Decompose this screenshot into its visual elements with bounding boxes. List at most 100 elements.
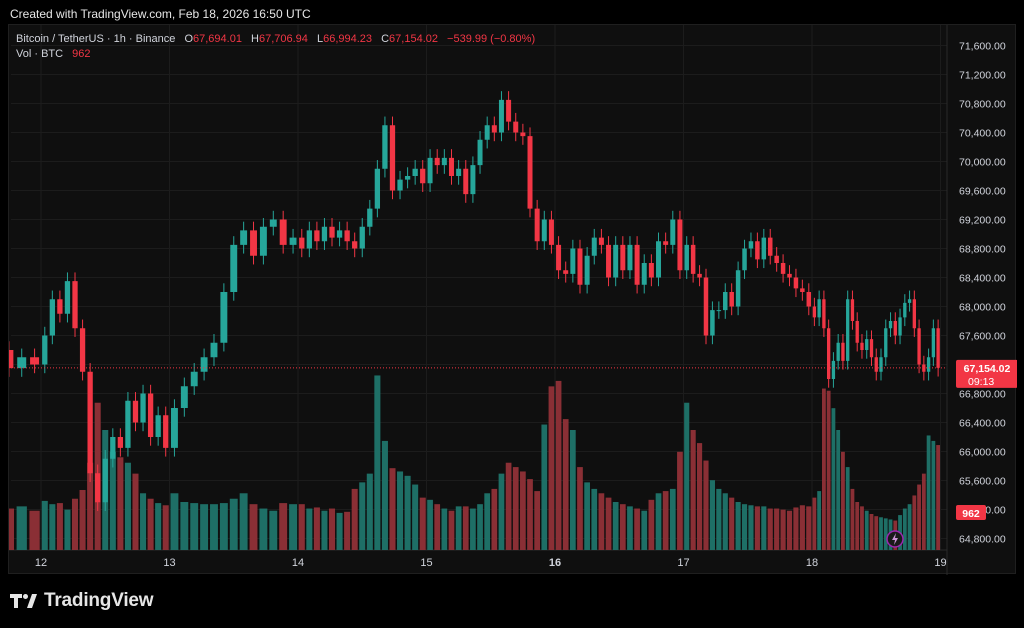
candle [703, 277, 709, 336]
y-tick-label: 66,000.00 [959, 447, 1006, 459]
volume-bar [735, 502, 741, 550]
candle [434, 157, 440, 166]
candle [269, 219, 277, 227]
volume-bar [569, 430, 576, 550]
candle [427, 157, 433, 184]
volume-bar [180, 502, 189, 550]
candle [506, 99, 512, 122]
volume-bar [79, 490, 86, 550]
volume-bar [29, 510, 40, 550]
low-value: 66,994.23 [323, 33, 373, 45]
chart-area[interactable]: 64,800.0065,200.0065,600.0066,000.0066,4… [8, 24, 1017, 575]
candle [102, 458, 108, 503]
volume-bar [462, 506, 469, 550]
candle [200, 357, 208, 372]
volume-bar [926, 435, 931, 550]
candle [787, 273, 792, 278]
candle [477, 139, 483, 166]
x-tick-label: 14 [292, 557, 304, 569]
volume-bar [328, 508, 336, 550]
high-value: 67,706.94 [258, 33, 308, 45]
candle [850, 299, 855, 321]
candle [742, 248, 747, 271]
candle [907, 299, 912, 303]
candle [155, 415, 161, 437]
volume-bar [41, 500, 48, 550]
candle [541, 219, 547, 242]
volume-bar [541, 424, 548, 550]
candle [648, 263, 654, 278]
volume-bar [860, 506, 864, 550]
volume-bar [612, 502, 619, 550]
volume-bar [389, 468, 396, 550]
volume-bar [441, 508, 448, 550]
candle [613, 244, 619, 278]
y-tick-label: 71,200.00 [959, 70, 1006, 82]
current-price-value: 67,154.02 [964, 363, 1011, 375]
candle [321, 226, 328, 242]
candle [230, 244, 238, 292]
volume-bar [412, 484, 419, 550]
y-tick-label: 64,800.00 [959, 534, 1006, 546]
volume-bar [147, 498, 154, 550]
volume-bar [883, 518, 888, 550]
candle [352, 241, 358, 249]
volume-bar [87, 462, 94, 550]
candlestick-chart[interactable]: 64,800.0065,200.0065,600.0066,000.0066,4… [9, 25, 1017, 575]
volume-bar [598, 493, 605, 550]
volume-bar [397, 471, 404, 550]
volume-bar [627, 506, 633, 550]
candle [780, 263, 786, 274]
volume-bar [754, 506, 760, 550]
volume-bar [190, 503, 199, 550]
x-tick-label: 12 [35, 557, 47, 569]
x-tick-label: 17 [677, 557, 689, 569]
candle [125, 400, 131, 448]
volume-bar [869, 514, 874, 550]
volume-bar [577, 467, 583, 550]
candle [140, 393, 146, 423]
volume-bar [548, 386, 555, 550]
candle [498, 99, 504, 133]
candle [463, 168, 469, 195]
x-tick-label: 16 [549, 557, 561, 569]
candle [865, 339, 869, 350]
candle [57, 299, 63, 314]
volume-bar [841, 451, 845, 550]
candle [917, 328, 921, 365]
candle [190, 371, 198, 387]
candle [898, 317, 902, 336]
high-label: H [251, 33, 259, 45]
volume-bar [71, 498, 79, 550]
volume-label-value: 962 [962, 508, 980, 520]
volume-bar [780, 509, 786, 550]
volume-bar [584, 482, 590, 550]
volume-bar [729, 497, 735, 550]
candle [374, 168, 381, 209]
candle [884, 328, 888, 358]
volume-bar [419, 497, 426, 550]
volume-bar [761, 506, 767, 550]
candle [132, 400, 139, 423]
volume-bar [527, 479, 533, 550]
volume-bar [512, 467, 519, 550]
volume-bar [484, 493, 491, 550]
candle [931, 328, 936, 358]
countdown-value: 09:13 [968, 376, 994, 388]
volume-bar [931, 440, 936, 550]
candle [761, 237, 767, 260]
volume-bar [170, 493, 179, 550]
candle [534, 208, 540, 242]
volume-bar [219, 503, 228, 550]
volume-bar [520, 471, 526, 550]
candle [729, 292, 734, 307]
y-tick-label: 68,000.00 [959, 302, 1006, 314]
candle [903, 302, 907, 318]
chart-caption: Created with TradingView.com, Feb 18, 20… [10, 7, 311, 21]
y-tick-label: 70,000.00 [959, 157, 1006, 169]
open-label: O [184, 33, 194, 45]
candle [404, 176, 411, 180]
x-tick-label: 13 [163, 557, 175, 569]
volume-bar [448, 510, 455, 550]
volume-bar [812, 497, 817, 550]
